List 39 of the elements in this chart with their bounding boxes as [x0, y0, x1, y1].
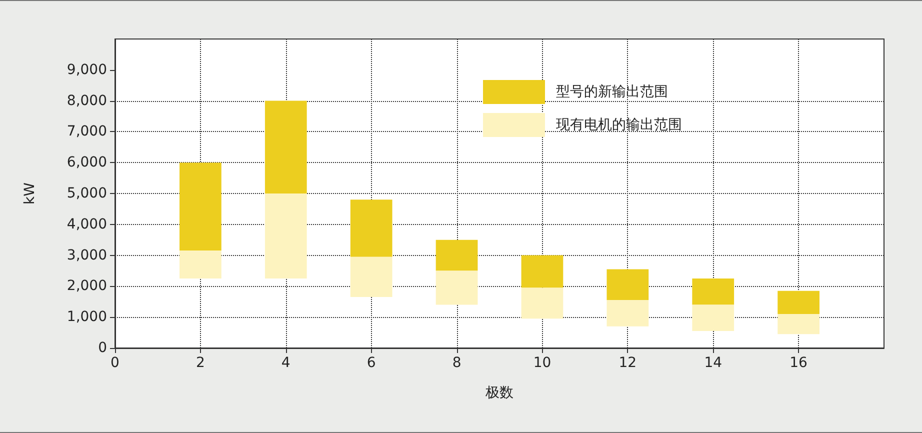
y-tick-label: 7,000 — [66, 124, 107, 140]
y-tick-label: 0 — [98, 340, 107, 356]
y-tick-label: 9,000 — [66, 62, 107, 78]
bar — [606, 269, 649, 300]
bar — [778, 314, 820, 334]
bar — [692, 304, 734, 332]
x-tick-label: 16 — [790, 355, 808, 371]
x-tick-label: 12 — [618, 355, 637, 371]
y-tick-label: 1,000 — [66, 309, 107, 326]
x-tick-label: 2 — [196, 355, 205, 371]
x-tick-label: 6 — [366, 355, 376, 371]
bar — [350, 256, 392, 298]
x-axis-title: 极数 — [484, 385, 514, 401]
bar — [521, 288, 564, 319]
bar — [180, 162, 222, 251]
bar — [436, 270, 478, 305]
y-tick-label: 8,000 — [66, 92, 107, 109]
bar — [778, 290, 820, 314]
y-tick-label: 3,000 — [66, 247, 107, 264]
x-tick-label: 14 — [704, 355, 722, 371]
bar — [350, 200, 392, 257]
y-tick-label: 2,000 — [66, 278, 107, 294]
y-tick-label: 4,000 — [66, 216, 107, 232]
y-axis-title: kW — [22, 182, 38, 204]
bar — [521, 255, 564, 288]
legend-label: 型号的新输出范围 — [556, 84, 668, 100]
y-tick-label: 5,000 — [66, 186, 107, 202]
y-tick-label: 6,000 — [66, 154, 107, 171]
x-tick-label: 4 — [281, 355, 290, 371]
bar — [264, 194, 307, 278]
x-tick-label: 0 — [110, 355, 120, 371]
bar — [436, 240, 478, 271]
bar — [606, 300, 649, 326]
bar — [692, 278, 734, 305]
bar — [264, 100, 307, 194]
x-tick-label: 8 — [452, 355, 462, 371]
legend-label: 现有电机的输出范围 — [556, 117, 682, 133]
x-tick-label: 10 — [533, 355, 552, 371]
bar — [180, 250, 222, 278]
